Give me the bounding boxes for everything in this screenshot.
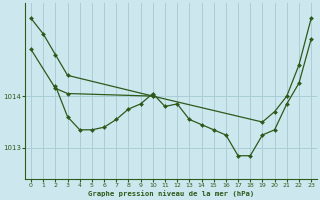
X-axis label: Graphe pression niveau de la mer (hPa): Graphe pression niveau de la mer (hPa) xyxy=(88,190,254,197)
